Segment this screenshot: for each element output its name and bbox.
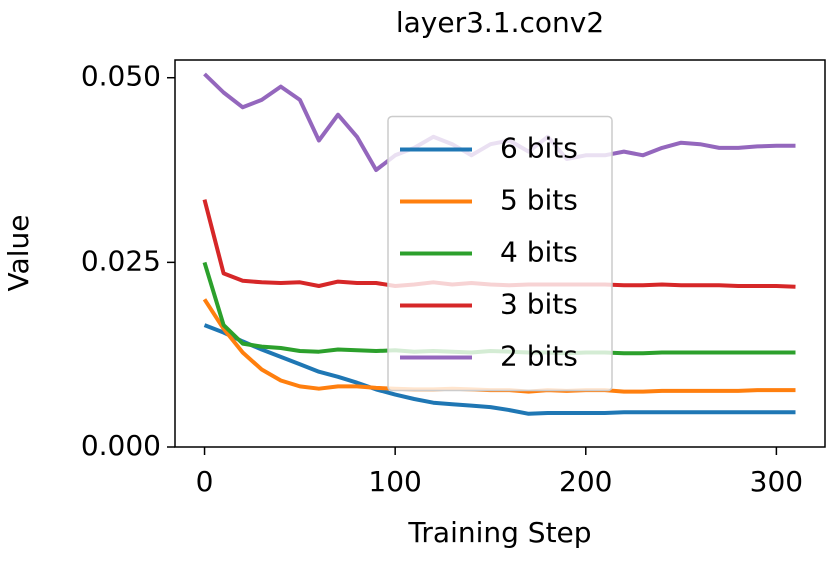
legend-box (387, 115, 613, 392)
y-tick-label: 0.025 (81, 244, 161, 277)
x-axis-label: Training Step (407, 516, 591, 549)
legend-label: 5 bits (500, 184, 578, 217)
legend-label: 3 bits (500, 288, 578, 321)
y-tick-label: 0.000 (81, 429, 161, 462)
legend-label: 6 bits (500, 132, 578, 165)
legend-label: 2 bits (500, 340, 578, 373)
series-line (203, 323, 796, 416)
legend-label: 4 bits (500, 236, 578, 269)
x-tick-label: 0 (196, 465, 214, 498)
x-tick-label: 200 (559, 465, 612, 498)
x-tick-label: 300 (750, 465, 803, 498)
plot-frame (174, 59, 826, 448)
y-axis-label: Value (2, 215, 35, 292)
chart-title: layer3.1.conv2 (396, 6, 604, 39)
x-tick-label: 100 (368, 465, 421, 498)
y-tick-label: 0.050 (81, 60, 161, 93)
